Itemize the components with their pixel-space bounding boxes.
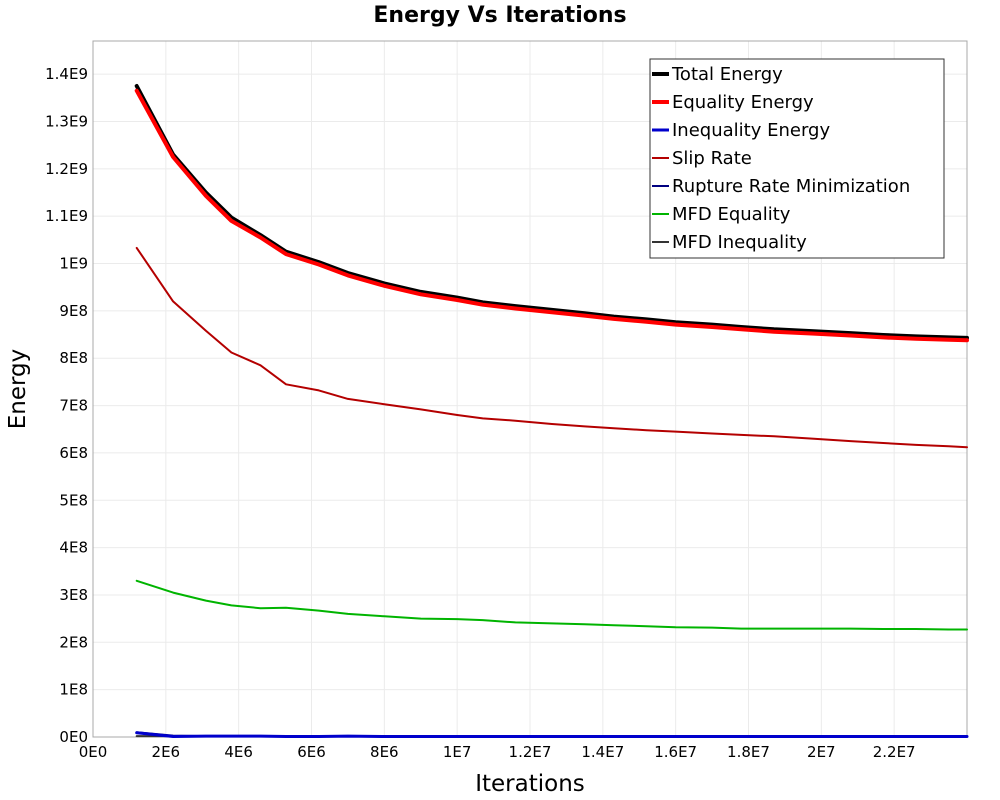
y-tick-label: 0E0 bbox=[59, 728, 88, 746]
y-tick-label: 1E8 bbox=[59, 681, 88, 699]
y-tick-label: 9E8 bbox=[59, 302, 88, 320]
x-axis-label: Iterations bbox=[475, 771, 585, 797]
legend-label-mfd-inequality: MFD Inequality bbox=[672, 232, 807, 253]
legend-label-equality-energy: Equality Energy bbox=[672, 92, 814, 113]
y-tick-label: 1.1E9 bbox=[45, 207, 88, 225]
axis-ticks: 0E0 1E8 2E8 3E8 4E8 5E8 6E8 7E8 8E8 9E8 1E9 1.1E9 1.… bbox=[45, 65, 916, 761]
y-tick-label: 2E8 bbox=[59, 633, 88, 651]
y-tick-label: 6E8 bbox=[59, 444, 88, 462]
legend-label-mfd-equality: MFD Equality bbox=[672, 204, 791, 225]
x-tick-label: 1.8E7 bbox=[727, 743, 770, 761]
x-tick-label: 1E7 bbox=[443, 743, 472, 761]
x-tick-label: 1.4E7 bbox=[581, 743, 624, 761]
x-tick-label: 1.2E7 bbox=[509, 743, 552, 761]
series-line-mfd-equality bbox=[135, 579, 968, 631]
series-line-total-energy bbox=[134, 84, 969, 340]
legend-label-inequality-energy: Inequality Energy bbox=[672, 120, 830, 141]
legend: Total Energy Equality Energy Inequality En… bbox=[649, 58, 945, 259]
legend-label-rupture-rate-minimization: Rupture Rate Minimization bbox=[672, 176, 910, 197]
y-tick-label: 1.3E9 bbox=[45, 112, 88, 130]
x-tick-label: 1.6E7 bbox=[654, 743, 697, 761]
y-tick-label: 3E8 bbox=[59, 586, 88, 604]
y-tick-label: 1E9 bbox=[59, 255, 88, 273]
x-tick-label: 0E0 bbox=[79, 743, 108, 761]
y-tick-label: 1.2E9 bbox=[45, 160, 88, 178]
x-tick-label: 2E6 bbox=[152, 743, 181, 761]
series-line-inequality-energy bbox=[135, 731, 969, 738]
x-tick-label: 8E6 bbox=[370, 743, 399, 761]
y-tick-label: 8E8 bbox=[59, 349, 88, 367]
y-axis-label: Energy bbox=[5, 349, 31, 430]
series-lines bbox=[134, 84, 969, 738]
y-tick-label: 1.4E9 bbox=[45, 65, 88, 83]
y-tick-label: 7E8 bbox=[59, 397, 88, 415]
x-tick-label: 2.2E7 bbox=[873, 743, 916, 761]
y-tick-label: 4E8 bbox=[59, 539, 88, 557]
legend-label-total-energy: Total Energy bbox=[671, 64, 783, 85]
chart-title: Energy Vs Iterations bbox=[373, 3, 626, 28]
legend-label-slip-rate: Slip Rate bbox=[672, 148, 752, 169]
series-line-slip-rate bbox=[135, 246, 968, 449]
series-line-equality-energy bbox=[134, 88, 969, 343]
y-tick-label: 5E8 bbox=[59, 491, 88, 509]
x-tick-label: 4E6 bbox=[224, 743, 253, 761]
legend-box bbox=[649, 58, 945, 259]
x-tick-label: 6E6 bbox=[297, 743, 326, 761]
x-tick-label: 2E7 bbox=[807, 743, 836, 761]
